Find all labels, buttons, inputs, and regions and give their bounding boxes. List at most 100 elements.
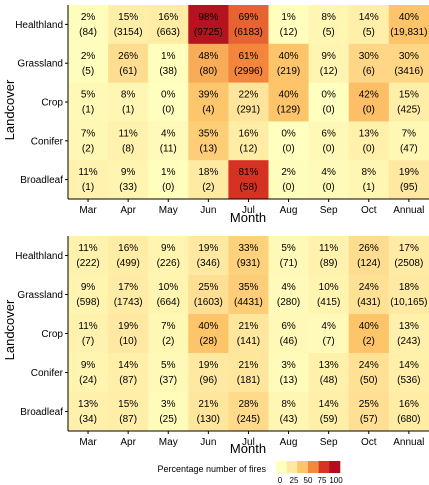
cell-percent-label: 21% [198, 399, 218, 410]
heatmap-cell [68, 236, 109, 276]
cell-count-label: (598) [76, 297, 99, 308]
heatmap-cell [268, 275, 309, 315]
cell-count-label: (48) [320, 375, 338, 386]
heatmap-cell [188, 5, 229, 45]
cell-count-label: (680) [397, 414, 420, 425]
x-tick-label: Sep [320, 437, 338, 448]
x-tick-label: Mar [79, 437, 97, 448]
heatmap-cell [188, 353, 229, 393]
x-tick-label: Aug [280, 205, 298, 216]
heatmap-cell [148, 314, 189, 354]
cell-percent-label: 16% [399, 399, 419, 410]
x-axis-title-2: Month [230, 441, 266, 456]
cell-count-label: (7) [323, 336, 335, 347]
legend-color-swatch [276, 461, 287, 473]
heatmap-cell [188, 392, 229, 432]
cell-percent-label: 0% [281, 128, 296, 139]
cell-count-label: (10,165) [390, 297, 427, 308]
cell-percent-label: 9% [121, 167, 136, 178]
cell-count-label: (8) [122, 143, 134, 154]
cell-count-label: (3416) [394, 66, 423, 77]
x-tick-label: Jun [200, 437, 216, 448]
cell-count-label: (7) [82, 336, 94, 347]
heatmap-cell [308, 121, 350, 161]
cell-count-label: (13) [199, 143, 217, 154]
cell-count-label: (0) [282, 143, 294, 154]
cell-percent-label: 8% [362, 167, 377, 178]
x-tick-label: May [159, 437, 178, 448]
x-tick-label: Aug [280, 437, 298, 448]
cell-percent-label: 24% [359, 282, 379, 293]
legend-color-swatch [297, 461, 309, 473]
cell-percent-label: 2% [81, 12, 96, 23]
cell-count-label: (38) [159, 66, 177, 77]
cell-percent-label: 98% [198, 12, 218, 23]
heatmap-cell [308, 392, 350, 432]
heatmap-cell [228, 82, 269, 122]
heatmap-cell [268, 160, 309, 200]
cell-count-label: (43) [280, 414, 298, 425]
cell-percent-label: 1% [161, 167, 176, 178]
cell-count-label: (1603) [194, 297, 223, 308]
heatmap-cell [68, 82, 109, 122]
heatmap-cell [308, 275, 350, 315]
cell-count-label: (80) [199, 66, 217, 77]
y-tick-label: Broadleaf [20, 407, 63, 418]
cell-count-label: (37) [159, 375, 177, 386]
cell-percent-label: 0% [321, 90, 336, 101]
cell-count-label: (5) [323, 27, 335, 38]
y-tick-label: Grassland [17, 290, 63, 301]
heatmap-cell [228, 43, 269, 83]
cell-count-label: (1743) [114, 297, 143, 308]
cell-percent-label: 19% [399, 167, 419, 178]
cell-count-label: (0) [282, 182, 294, 193]
cell-percent-label: 35% [198, 128, 218, 139]
y-tick-label: Healthland [15, 20, 63, 31]
cell-percent-label: 19% [198, 360, 218, 371]
cell-percent-label: 14% [118, 360, 138, 371]
heatmap-cell [148, 353, 189, 393]
cell-percent-label: 17% [399, 243, 419, 254]
cell-percent-label: 7% [81, 128, 96, 139]
cell-percent-label: 16% [118, 243, 138, 254]
cell-count-label: (536) [397, 375, 420, 386]
heatmap-cell [268, 82, 309, 122]
x-axis-title-1: Month [230, 210, 266, 225]
heatmap-cell [348, 236, 390, 276]
y-tick-label: Healthland [15, 251, 63, 262]
x-tick-label: Apr [120, 205, 136, 216]
legend-color-swatch [318, 461, 330, 473]
cell-count-label: (9725) [194, 27, 223, 38]
cell-percent-label: 14% [319, 399, 339, 410]
heatmap-cell [308, 82, 350, 122]
heatmap-cell [108, 5, 149, 45]
cell-count-label: (124) [357, 258, 380, 269]
cell-percent-label: 40% [279, 51, 299, 62]
cell-count-label: (2) [82, 143, 94, 154]
legend-tick-label: 0 [278, 476, 283, 485]
cell-percent-label: 1% [281, 12, 296, 23]
cell-count-label: (931) [237, 258, 260, 269]
cell-percent-label: 21% [238, 360, 258, 371]
cell-percent-label: 2% [81, 51, 96, 62]
cell-percent-label: 13% [399, 321, 419, 332]
heatmap-panel-2: Landcover Month 11% (222) 16% (499) 9% (226) 1… [2, 236, 429, 456]
x-tick-label: Jul [242, 437, 255, 448]
cell-count-label: (61) [119, 66, 137, 77]
heatmap-cell [68, 43, 109, 83]
cell-count-label: (71) [280, 258, 298, 269]
heatmap-cell [108, 43, 149, 83]
heatmap-cell [268, 43, 309, 83]
cell-count-label: (24) [79, 375, 97, 386]
cell-percent-label: 22% [238, 90, 258, 101]
heatmap-panel-1: Landcover Month 2% (84) 15% (3154) 16% (663) 9… [2, 5, 429, 225]
cell-count-label: (2) [162, 336, 174, 347]
heatmap-cell [228, 236, 269, 276]
heatmap-cell [388, 43, 429, 83]
cell-percent-label: 26% [359, 243, 379, 254]
heatmap-cell [228, 121, 269, 161]
cell-percent-label: 4% [281, 282, 296, 293]
heatmap-cell [268, 353, 309, 393]
cell-percent-label: 10% [158, 282, 178, 293]
cell-count-label: (1) [363, 182, 375, 193]
